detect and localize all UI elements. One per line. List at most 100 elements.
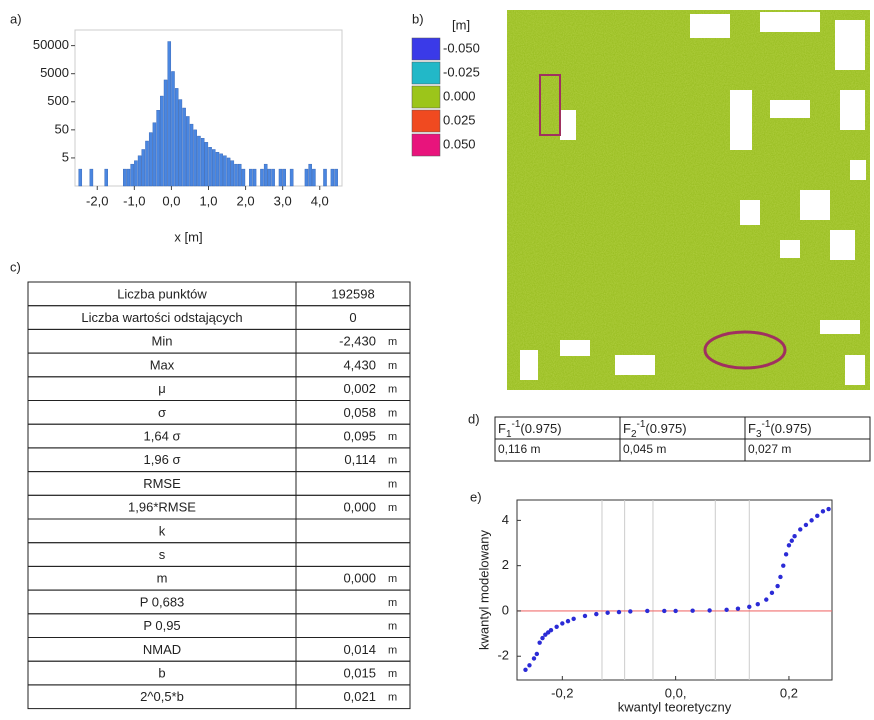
bar [283, 169, 286, 186]
x-axis-label: kwantyl teoretyczny [618, 699, 732, 714]
point [787, 543, 791, 547]
bar [194, 130, 197, 186]
point [804, 523, 808, 527]
row-label: Liczba punktów [117, 286, 207, 301]
point [784, 552, 788, 556]
row-unit: m [388, 621, 397, 633]
legend-swatch [412, 110, 440, 132]
bar [160, 96, 163, 186]
legend-label: 0.000 [443, 88, 476, 103]
header-base: F [748, 421, 756, 436]
row-label: σ [158, 405, 166, 420]
bar [168, 42, 171, 186]
row-value: 0,014 [343, 642, 376, 657]
x-tick-label: 0,2 [780, 685, 798, 700]
bar [223, 156, 226, 186]
bar [201, 138, 204, 186]
row-label: RMSE [143, 476, 181, 491]
point [747, 605, 751, 609]
x-tick-label: -2,0 [86, 193, 108, 208]
point [775, 584, 779, 588]
bar [134, 161, 137, 186]
bar [220, 154, 223, 186]
map [507, 10, 870, 390]
x-tick-label: 3,0 [274, 193, 292, 208]
header-sub: 2 [631, 429, 637, 440]
row-unit: m [388, 668, 397, 680]
point [594, 612, 598, 616]
row-unit: m [388, 407, 397, 419]
point [566, 619, 570, 623]
point [523, 668, 527, 672]
header-arg: (0.975) [645, 421, 686, 436]
point [764, 597, 768, 601]
bar [149, 133, 152, 186]
row-value: 0 [349, 310, 356, 325]
row-unit: m [388, 573, 397, 585]
header-arg: (0.975) [520, 421, 561, 436]
bar [212, 149, 215, 186]
y-tick-label: 50000 [33, 37, 69, 52]
y-axis-label: kwantyl modelowany [476, 530, 491, 650]
x-tick-label: -0,2 [551, 685, 573, 700]
x-tick-label: 0,0 [162, 193, 180, 208]
x-tick-label: 1,0 [199, 193, 217, 208]
x-tick-label: -1,0 [123, 193, 145, 208]
bar [127, 169, 130, 186]
bar [145, 141, 148, 186]
row-label: Max [150, 357, 175, 372]
point [554, 625, 558, 629]
row-unit: m [388, 478, 397, 490]
bar [279, 169, 282, 186]
bar [305, 169, 308, 186]
header: F1-1(0.975) [498, 419, 562, 440]
point [707, 608, 711, 612]
bar [183, 108, 186, 186]
bar [79, 169, 82, 186]
row-unit: m [388, 384, 397, 396]
point [617, 610, 621, 614]
row-label: k [159, 523, 166, 538]
bar [238, 164, 241, 186]
row-label: μ [158, 381, 166, 396]
bar [234, 164, 237, 186]
point [540, 636, 544, 640]
panel-label: c) [10, 259, 21, 274]
row-label: Min [152, 334, 173, 349]
y-tick-label: 500 [47, 93, 69, 108]
x-tick-label: 0,0, [665, 685, 687, 700]
legend-swatch [412, 38, 440, 60]
row-label: b [158, 665, 165, 680]
point [560, 621, 564, 625]
legend-label: -0.050 [443, 40, 480, 55]
point [821, 509, 825, 513]
row-value: 0,000 [343, 571, 376, 586]
point [527, 663, 531, 667]
row-unit: m [388, 644, 397, 656]
point [583, 614, 587, 618]
header-base: F [498, 421, 506, 436]
row-value: 0,000 [343, 500, 376, 515]
bar [153, 123, 156, 186]
row-label: m [157, 571, 168, 586]
point [549, 628, 553, 632]
point [790, 539, 794, 543]
point [628, 609, 632, 613]
row-value: 192598 [331, 286, 374, 301]
header: F3-1(0.975) [748, 419, 812, 440]
panel-label: b) [412, 11, 424, 26]
header-sub: 3 [756, 429, 762, 440]
bar [268, 169, 271, 186]
row-value: 0,002 [343, 381, 376, 396]
panel-label: a) [10, 11, 22, 26]
bar [260, 169, 263, 186]
bar [335, 169, 338, 186]
bar [123, 169, 126, 186]
y-tick-label: 5 [62, 149, 69, 164]
cell-value: 0,045 m [623, 442, 666, 456]
cell-value: 0,116 m [498, 442, 540, 456]
point [756, 602, 760, 606]
row-value: 4,430 [343, 357, 376, 372]
bar [175, 88, 178, 186]
row-unit: m [388, 360, 397, 372]
